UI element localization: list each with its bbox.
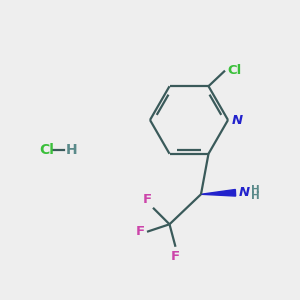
Text: Cl: Cl (227, 64, 242, 76)
Text: F: F (171, 250, 180, 263)
Text: H: H (65, 143, 77, 157)
Text: N: N (232, 113, 243, 127)
Text: H: H (251, 185, 260, 195)
Text: N: N (238, 186, 250, 199)
Text: F: F (136, 225, 145, 238)
Text: Cl: Cl (39, 143, 54, 157)
Text: F: F (142, 193, 152, 206)
Text: H: H (251, 191, 260, 201)
Polygon shape (201, 190, 236, 196)
